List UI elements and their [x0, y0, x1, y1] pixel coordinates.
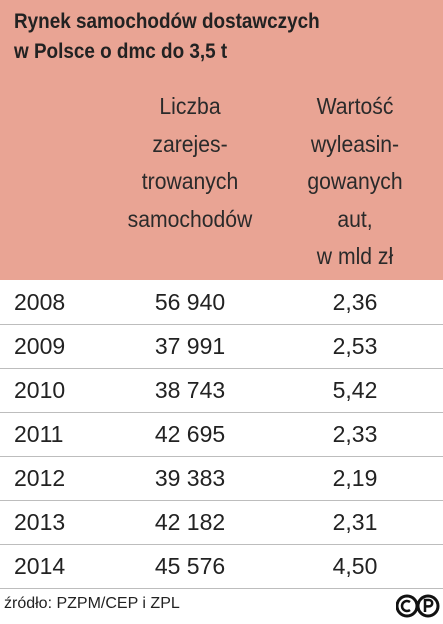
- year-cell: 2012: [14, 465, 66, 491]
- table-bottom-line: [0, 588, 443, 589]
- column-header-line: trowanych: [141, 168, 239, 194]
- column-header-line: aut,: [337, 205, 373, 232]
- value-cell: 2,33: [332, 421, 378, 447]
- value-cell: 38 743: [154, 377, 226, 403]
- year-cell: 2010: [14, 377, 66, 403]
- value-cell: 2,36: [332, 289, 378, 315]
- value-cell: 37 991: [154, 333, 226, 359]
- title-line: Rynek samochodów dostawczych: [14, 10, 320, 33]
- row-separator: [0, 412, 443, 413]
- value-cell: 39 383: [154, 465, 226, 491]
- row-separator: [0, 324, 443, 325]
- value-cell: 56 940: [154, 289, 226, 315]
- row-separator: [0, 456, 443, 457]
- value-cell: 42 695: [154, 421, 226, 447]
- year-cell: 2011: [14, 421, 64, 447]
- column-header-line: Wartość: [316, 93, 394, 119]
- column-header-line: gowanych: [307, 168, 403, 194]
- source-note: źródło: PZPM/CEP i ZPL: [4, 595, 180, 612]
- year-cell: 2013: [14, 509, 66, 535]
- value-cell: 2,31: [332, 509, 378, 535]
- row-separator: [0, 368, 443, 369]
- column-header-line: wyleasin-: [310, 130, 400, 157]
- column-header-line: w mld zł: [316, 243, 394, 269]
- value-cell: 2,53: [332, 333, 378, 359]
- column-header-line: Liczba: [159, 93, 221, 119]
- column-header-line: samochodów: [127, 205, 253, 232]
- year-cell: 2009: [14, 333, 66, 359]
- column-header-line: zarejes-: [152, 130, 228, 157]
- cc-icon: [396, 594, 440, 618]
- value-cell: 4,50: [332, 553, 378, 579]
- row-separator: [0, 500, 443, 501]
- header-band: [0, 0, 443, 280]
- value-cell: 5,42: [332, 377, 378, 403]
- title-line: w Polsce o dmc do 3,5 t: [14, 40, 228, 63]
- value-cell: 2,19: [332, 465, 378, 491]
- year-cell: 2008: [14, 289, 66, 315]
- value-cell: 42 182: [154, 509, 226, 535]
- value-cell: 45 576: [154, 553, 226, 579]
- row-separator: [0, 544, 443, 545]
- year-cell: 2014: [14, 553, 66, 579]
